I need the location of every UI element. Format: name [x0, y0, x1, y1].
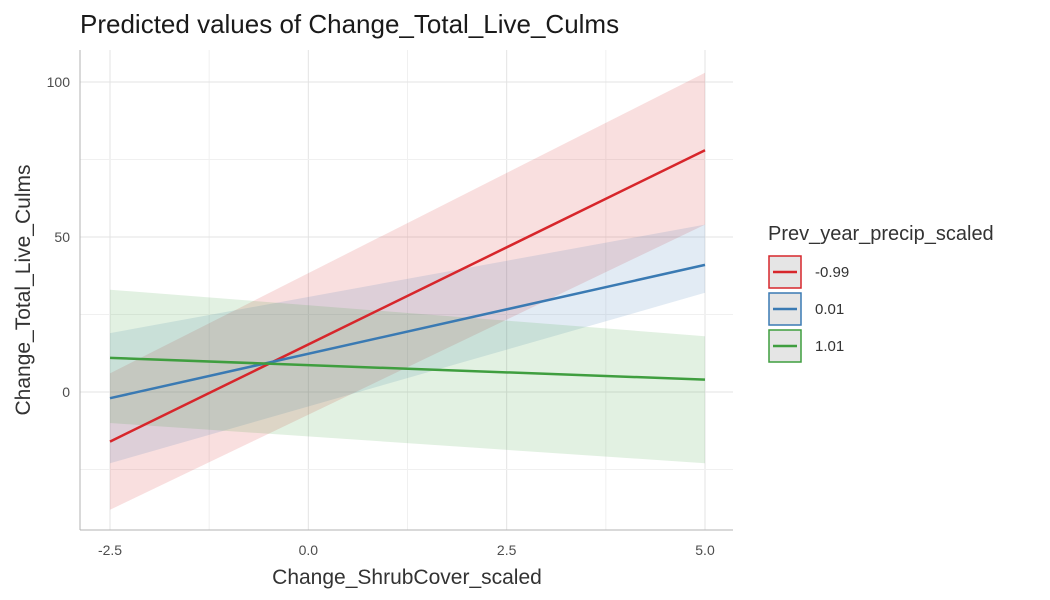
series-line-0 — [109, 149, 706, 443]
x-axis-title: Change_ShrubCover_scaled — [272, 566, 542, 589]
legend-label-2: 1.01 — [815, 338, 844, 355]
series-line-2 — [109, 356, 706, 381]
y-tick-label: 50 — [54, 229, 70, 245]
series-line-1 — [109, 263, 706, 400]
confidence-band-1 — [110, 224, 705, 464]
legend-label-1: 0.01 — [815, 301, 844, 318]
legend-title: Prev_year_precip_scaled — [768, 223, 994, 245]
legend: Prev_year_precip_scaled -0.99 0.01 1.01 — [768, 223, 994, 363]
x-tick-label: 0.0 — [299, 542, 319, 558]
confidence-band-2 — [110, 289, 705, 464]
x-tick-label: 5.0 — [695, 542, 715, 558]
chart-title: Predicted values of Change_Total_Live_Cu… — [80, 9, 619, 39]
y-tick-label: 0 — [62, 384, 70, 400]
x-tick-label: 2.5 — [497, 542, 517, 558]
x-tick-label: -2.5 — [98, 542, 122, 558]
y-ticks: 0 50 100 — [47, 74, 71, 400]
grid — [80, 50, 733, 530]
y-axis-title: Change_Total_Live_Culms — [12, 165, 35, 416]
series-lines — [109, 149, 706, 443]
x-ticks: -2.5 0.0 2.5 5.0 — [98, 542, 715, 558]
confidence-bands — [110, 72, 705, 510]
confidence-band-0 — [110, 72, 705, 510]
legend-label-0: -0.99 — [815, 264, 849, 281]
y-tick-label: 100 — [47, 74, 71, 90]
